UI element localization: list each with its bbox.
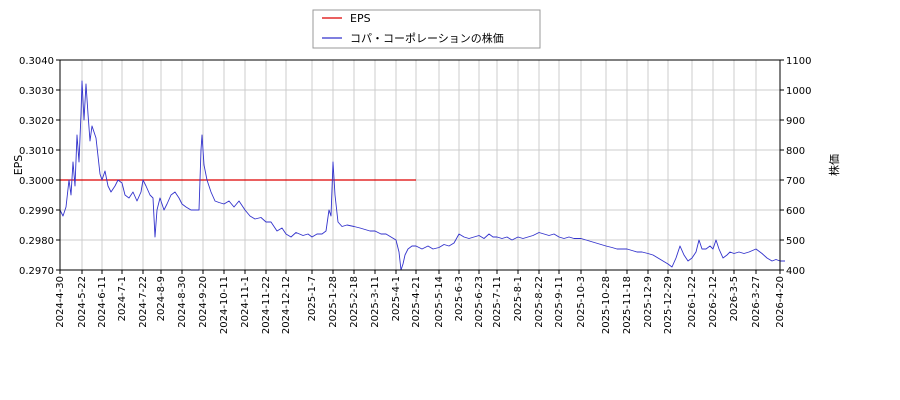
x-tick-label: 2026-2-12 <box>708 276 719 328</box>
x-tick-label: 2025-12-9 <box>643 276 654 328</box>
x-tick-label: 2026-3-27 <box>751 276 762 328</box>
left-tick-label: 0.2970 <box>19 266 54 277</box>
x-tick-label: 2025-10-3 <box>576 276 587 328</box>
x-tick-label: 2025-8-1 <box>513 276 524 321</box>
x-tick-label: 2025-2-18 <box>349 276 360 328</box>
x-tick-label: 2025-3-11 <box>370 276 381 328</box>
x-tick-label: 2025-9-11 <box>554 276 565 328</box>
left-tick-label: 0.3010 <box>19 146 54 157</box>
stock-price-series-line <box>59 80 785 271</box>
legend: EPS コパ・コーポレーションの株価 <box>312 9 541 49</box>
right-tick-label: 700 <box>786 176 805 187</box>
x-axis-ticks: 2024-4-30 2024-5-22 2024-6-11 2024-7-1 2024-… <box>55 270 786 334</box>
x-tick-label: 2024-9-20 <box>198 276 209 328</box>
x-tick-label: 2024-8-9 <box>156 276 167 321</box>
legend-label-price: コパ・コーポレーションの株価 <box>350 31 504 45</box>
x-tick-label: 2026-3-5 <box>729 276 740 321</box>
left-tick-label: 0.3020 <box>19 116 54 127</box>
x-tick-label: 2025-10-28 <box>601 276 612 334</box>
right-tick-label: 600 <box>786 206 805 217</box>
x-tick-label: 2024-10-11 <box>219 276 230 334</box>
right-tick-label: 500 <box>786 236 805 247</box>
left-tick-label: 0.2980 <box>19 236 54 247</box>
x-tick-label: 2025-6-3 <box>454 276 465 321</box>
series-layer <box>59 80 785 271</box>
x-tick-label: 2024-7-1 <box>117 276 128 321</box>
legend-label-eps: EPS <box>350 12 371 25</box>
right-tick-label: 1100 <box>786 56 811 67</box>
x-tick-label: 2025-4-1 <box>391 276 402 321</box>
right-axis-label: 株価 <box>827 154 841 176</box>
right-axis-ticks: 400 500 600 700 800 900 1000 1100 <box>780 56 811 277</box>
left-tick-label: 0.3030 <box>19 86 54 97</box>
legend-box <box>312 9 541 49</box>
x-tick-label: 2026-1-22 <box>687 276 698 328</box>
x-tick-label: 2025-8-22 <box>534 276 545 328</box>
x-tick-label: 2025-1-7 <box>307 276 318 321</box>
right-tick-label: 900 <box>786 116 805 127</box>
x-tick-label: 2024-7-22 <box>138 276 149 328</box>
left-tick-label: 0.3040 <box>19 56 54 67</box>
x-tick-label: 2025-1-28 <box>328 276 339 328</box>
right-tick-label: 400 <box>786 266 805 277</box>
plot-area-frame <box>59 59 781 271</box>
left-tick-label: 0.2990 <box>19 206 54 217</box>
x-tick-label: 2025-6-23 <box>474 276 485 328</box>
x-tick-label: 2024-6-11 <box>97 276 108 328</box>
x-tick-label: 2024-12-12 <box>281 276 292 334</box>
x-tick-label: 2025-4-21 <box>411 276 422 328</box>
left-axis-ticks: 0.2970 0.2980 0.2990 0.3000 0.3010 0.3020 0.30… <box>19 56 60 277</box>
x-tick-label: 2024-4-30 <box>55 276 66 328</box>
x-tick-label: 2024-5-22 <box>77 276 88 328</box>
x-tick-label: 2024-11-22 <box>261 276 272 334</box>
right-tick-label: 800 <box>786 146 805 157</box>
x-tick-label: 2025-7-11 <box>492 276 503 328</box>
x-tick-label: 2026-4-20 <box>775 276 786 328</box>
left-tick-label: 0.3000 <box>19 176 54 187</box>
x-tick-label: 2025-5-14 <box>434 276 445 328</box>
x-tick-label: 2024-8-30 <box>177 276 188 328</box>
x-tick-label: 2024-11-1 <box>240 276 251 328</box>
x-tick-label: 2025-12-29 <box>663 276 674 334</box>
x-tick-label: 2025-11-18 <box>622 276 633 334</box>
right-tick-label: 1000 <box>786 86 811 97</box>
left-axis-label: EPS <box>12 155 25 176</box>
